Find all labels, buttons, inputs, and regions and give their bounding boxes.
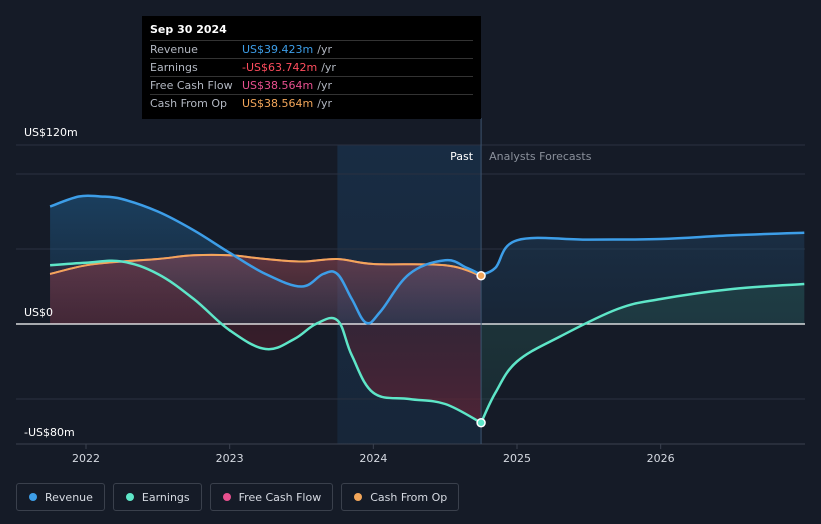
tooltip-row-earnings: Earnings -US$63.742m /yr bbox=[150, 58, 473, 76]
legend-dot-icon bbox=[29, 493, 37, 501]
legend-item-earnings[interactable]: Earnings bbox=[112, 483, 202, 511]
legend-label: Free Cash Flow bbox=[238, 490, 322, 504]
earnings-line bbox=[50, 259, 482, 424]
x-tick-label: 2024 bbox=[359, 452, 387, 465]
tooltip-value: -US$63.742m bbox=[242, 61, 318, 74]
x-tick-label: 2025 bbox=[503, 452, 531, 465]
legend-dot-icon bbox=[125, 493, 134, 501]
x-tick-label: 2022 bbox=[72, 452, 100, 465]
tooltip-label: Revenue bbox=[150, 43, 198, 56]
tooltip-unit: /yr bbox=[317, 97, 332, 110]
revenue-forecast-line bbox=[480, 231, 805, 276]
earnings-forecast-area bbox=[481, 284, 805, 423]
y-tick-label: -US$80m bbox=[24, 426, 75, 439]
past-label: Past bbox=[450, 150, 474, 163]
y-tick-label: US$120m bbox=[24, 126, 78, 139]
legend-label: Earnings bbox=[141, 490, 190, 504]
legend-item-free-cash-flow[interactable]: Free Cash Flow bbox=[209, 483, 334, 511]
x-tick-label: 2026 bbox=[647, 452, 675, 465]
forecast-label: Analysts Forecasts bbox=[489, 150, 592, 163]
earnings-forecast-line bbox=[479, 282, 805, 424]
tooltip-label: Free Cash Flow bbox=[150, 79, 233, 92]
tooltip-row-free-cash-flow: Free Cash Flow US$38.564m /yr bbox=[150, 76, 473, 94]
tooltip-row-revenue: Revenue US$39.423m /yr bbox=[150, 40, 473, 58]
tooltip-value: US$39.423m bbox=[242, 43, 314, 56]
tooltip-date: Sep 30 2024 bbox=[150, 23, 227, 36]
earnings-area bbox=[50, 260, 482, 423]
tooltip-unit: /yr bbox=[317, 79, 332, 92]
tooltip-unit: /yr bbox=[321, 61, 336, 74]
tooltip-row-cash-from-op: Cash From Op US$38.564m /yr bbox=[150, 94, 473, 112]
tooltip-value: US$38.564m bbox=[242, 97, 314, 110]
legend-dot-icon bbox=[354, 493, 363, 501]
revenue-line bbox=[49, 194, 482, 325]
tooltip-label: Earnings bbox=[150, 61, 198, 74]
tooltip-value: US$38.564m bbox=[242, 79, 314, 92]
earnings-marker bbox=[476, 418, 486, 428]
tooltip-label: Cash From Op bbox=[150, 97, 228, 110]
tooltip-unit: /yr bbox=[317, 43, 332, 56]
cash-from-op-marker bbox=[476, 271, 486, 281]
legend-dot-icon bbox=[222, 493, 231, 501]
legend-item-revenue[interactable]: Revenue bbox=[16, 483, 105, 511]
legend-label: Cash From Op bbox=[370, 490, 448, 504]
legend: Revenue Earnings Free Cash Flow Cash Fro… bbox=[16, 483, 460, 511]
tooltip: Sep 30 2024 Revenue US$39.423m /yr Earni… bbox=[142, 16, 481, 119]
legend-label: Revenue bbox=[45, 490, 93, 504]
x-tick-label: 2023 bbox=[216, 452, 244, 465]
legend-item-cash-from-op[interactable]: Cash From Op bbox=[341, 483, 460, 511]
y-tick-label: US$0 bbox=[24, 306, 53, 319]
